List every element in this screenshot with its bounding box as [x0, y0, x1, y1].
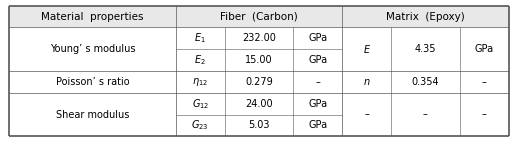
Text: 24.00: 24.00	[245, 99, 273, 109]
Text: GPa: GPa	[308, 120, 327, 130]
Text: 0.354: 0.354	[412, 77, 439, 87]
Text: Matrix  (Epoxy): Matrix (Epoxy)	[386, 12, 465, 22]
Text: Fiber  (Carbon): Fiber (Carbon)	[220, 12, 298, 22]
Text: 5.03: 5.03	[248, 120, 270, 130]
Text: $E_2$: $E_2$	[194, 53, 206, 67]
Text: –: –	[482, 109, 486, 120]
Text: 15.00: 15.00	[245, 55, 273, 65]
Text: $n$: $n$	[363, 77, 370, 87]
Text: GPa: GPa	[308, 33, 327, 43]
Text: $G_{12}$: $G_{12}$	[192, 97, 209, 111]
Text: –: –	[364, 109, 369, 120]
Text: –: –	[482, 77, 486, 87]
Text: 0.279: 0.279	[245, 77, 273, 87]
Text: GPa: GPa	[474, 44, 494, 54]
Text: GPa: GPa	[308, 99, 327, 109]
Bar	[9, 6, 509, 27]
Text: 232.00: 232.00	[242, 33, 276, 43]
Text: Young’ s modulus: Young’ s modulus	[50, 44, 135, 54]
Text: Shear modulus: Shear modulus	[56, 109, 129, 120]
Text: $G_{23}$: $G_{23}$	[192, 119, 209, 132]
Text: –: –	[423, 109, 428, 120]
Text: –: –	[315, 77, 320, 87]
Text: $E_1$: $E_1$	[194, 31, 206, 45]
Text: Material  properties: Material properties	[41, 12, 144, 22]
Text: Poisson’ s ratio: Poisson’ s ratio	[56, 77, 130, 87]
Text: 4.35: 4.35	[415, 44, 436, 54]
Text: GPa: GPa	[308, 55, 327, 65]
Text: $\eta_{12}$: $\eta_{12}$	[192, 76, 208, 88]
Text: $E$: $E$	[363, 43, 371, 55]
